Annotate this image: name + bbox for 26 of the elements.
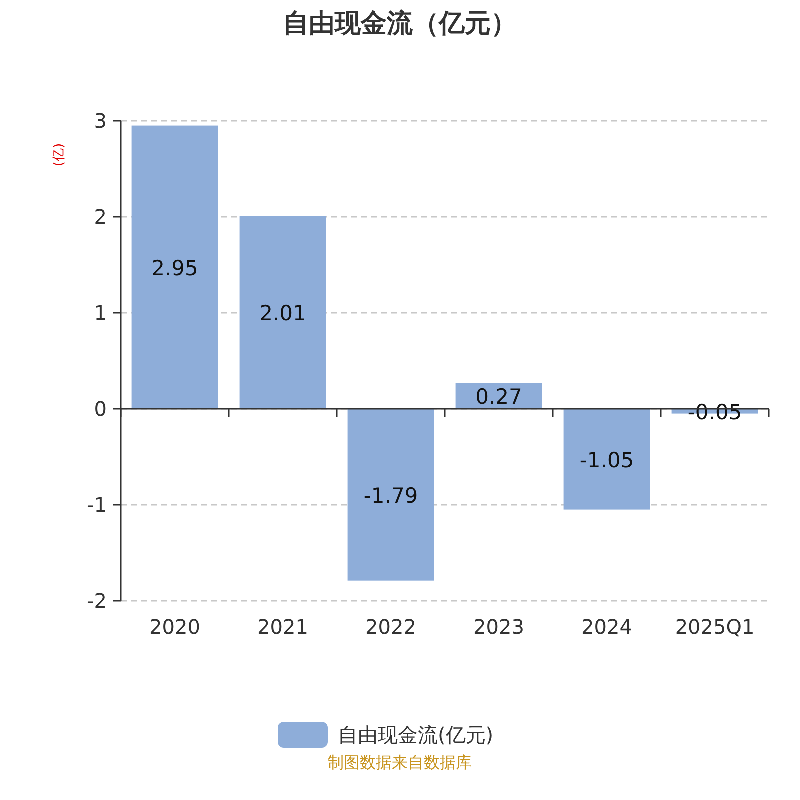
x-tick-label: 2024	[582, 615, 632, 639]
data-label: 0.27	[476, 385, 522, 410]
y-tick-label: 2	[94, 205, 107, 229]
data-label: 2.95	[152, 256, 198, 280]
data-label: -0.05	[688, 400, 742, 424]
bar	[132, 126, 218, 409]
y-tick-label: -1	[87, 493, 107, 517]
data-label: 2.01	[260, 302, 306, 326]
y-tick-label: 3	[94, 109, 107, 133]
chart-title: 自由现金流（亿元）	[283, 9, 517, 39]
y-tick-label: 1	[94, 301, 107, 325]
y-tick-label: 0	[94, 397, 107, 421]
y-tick-label: -2	[87, 589, 107, 613]
x-tick-label: 2023	[474, 615, 524, 639]
data-label: -1.05	[580, 448, 634, 472]
legend-label: 自由现金流(亿元)	[338, 723, 494, 747]
bar	[564, 409, 650, 510]
bar	[240, 216, 326, 409]
x-tick-label: 2022	[366, 615, 416, 639]
bar	[348, 409, 434, 581]
data-label: -1.79	[364, 484, 418, 508]
y-axis-title: (亿)	[52, 143, 67, 167]
text: 制图数据来自数据库	[328, 753, 472, 772]
x-tick-label: 2025Q1	[675, 615, 755, 639]
x-tick-label: 2020	[150, 615, 200, 639]
x-tick-label: 2021	[258, 615, 308, 639]
